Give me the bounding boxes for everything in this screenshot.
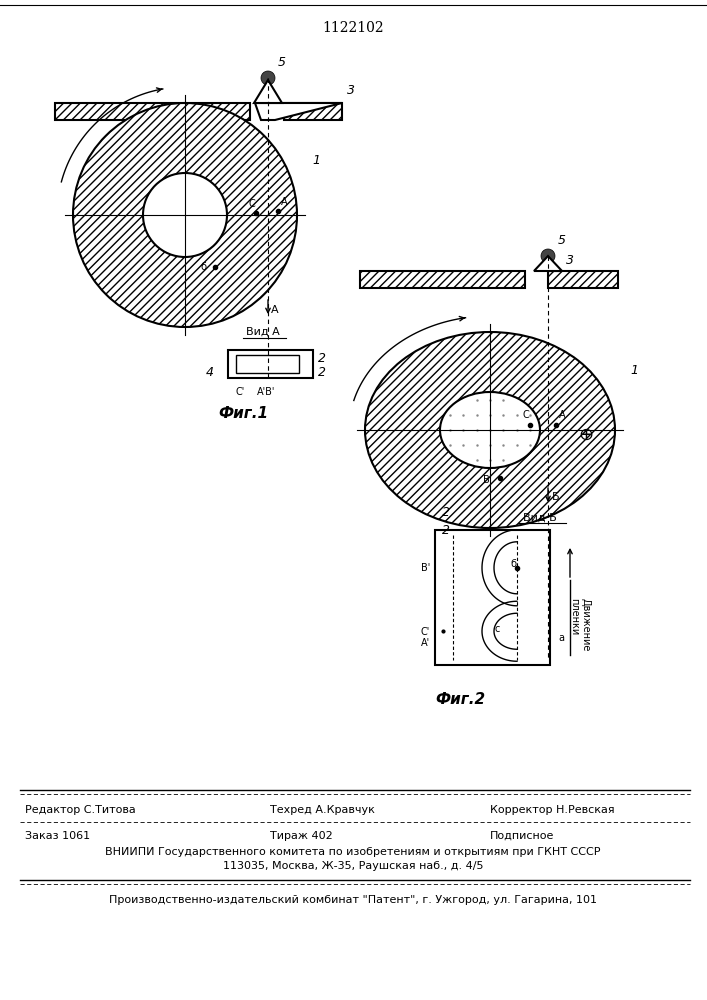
Bar — [548, 271, 618, 288]
Text: 4: 4 — [206, 365, 214, 378]
Text: А: А — [559, 410, 566, 420]
Text: Редактор С.Титова: Редактор С.Титова — [25, 805, 136, 815]
Polygon shape — [255, 103, 342, 120]
Text: А'В': А'В' — [257, 387, 275, 397]
Text: Вид А: Вид А — [246, 327, 280, 337]
Text: Движение
пленки: Движение пленки — [569, 597, 591, 651]
Text: а: а — [558, 633, 564, 643]
Circle shape — [261, 71, 275, 85]
Text: Подписное: Подписное — [490, 831, 554, 841]
Circle shape — [73, 103, 297, 327]
Bar — [228, 350, 313, 378]
Bar — [284, 103, 342, 120]
Text: 3: 3 — [347, 84, 355, 97]
Text: А': А' — [421, 638, 430, 648]
Text: 1122102: 1122102 — [322, 21, 384, 35]
Polygon shape — [534, 256, 562, 271]
Bar — [360, 271, 525, 288]
Text: 2: 2 — [442, 506, 450, 518]
Bar — [435, 530, 550, 665]
Ellipse shape — [365, 332, 615, 528]
Bar — [236, 355, 299, 373]
Ellipse shape — [440, 392, 540, 468]
Text: Тираж 402: Тираж 402 — [270, 831, 333, 841]
Text: Заказ 1061: Заказ 1061 — [25, 831, 90, 841]
Text: 1: 1 — [312, 153, 320, 166]
Text: Б: Б — [552, 492, 560, 502]
Text: 2: 2 — [318, 352, 326, 364]
Text: Техред А.Кравчук: Техред А.Кравчук — [270, 805, 375, 815]
Circle shape — [541, 249, 555, 263]
Bar — [55, 103, 250, 120]
Text: 113035, Москва, Ж-35, Раушская наб., д. 4/5: 113035, Москва, Ж-35, Раушская наб., д. … — [223, 861, 484, 871]
Text: 5: 5 — [558, 233, 566, 246]
Text: С: С — [249, 199, 255, 209]
Text: ⊕: ⊕ — [578, 426, 594, 444]
Text: Корректор Н.Ревская: Корректор Н.Ревская — [490, 805, 614, 815]
Text: С: С — [522, 410, 530, 420]
Text: 5: 5 — [278, 55, 286, 68]
Text: В: В — [484, 475, 490, 485]
Text: с: с — [494, 624, 500, 634]
Text: Фиг.2: Фиг.2 — [435, 692, 485, 708]
Text: С': С' — [421, 627, 430, 637]
Text: 2: 2 — [442, 524, 450, 536]
Text: Фиг.1: Фиг.1 — [218, 406, 268, 420]
Text: Производственно-издательский комбинат "Патент", г. Ужгород, ул. Гагарина, 101: Производственно-издательский комбинат "П… — [109, 895, 597, 905]
Text: ВНИИПИ Государственного комитета по изобретениям и открытиям при ГКНТ СССР: ВНИИПИ Государственного комитета по изоб… — [105, 847, 601, 857]
Text: В': В' — [421, 563, 430, 573]
Text: 3: 3 — [566, 253, 574, 266]
Text: Вид Б: Вид Б — [523, 513, 557, 523]
Circle shape — [143, 173, 227, 257]
Text: А: А — [271, 305, 279, 315]
Text: 1: 1 — [630, 363, 638, 376]
Polygon shape — [254, 80, 282, 103]
Text: А: А — [281, 197, 287, 207]
Text: 2: 2 — [318, 365, 326, 378]
Text: б: б — [510, 559, 516, 569]
Text: С': С' — [235, 387, 245, 397]
Text: б: б — [201, 262, 207, 272]
